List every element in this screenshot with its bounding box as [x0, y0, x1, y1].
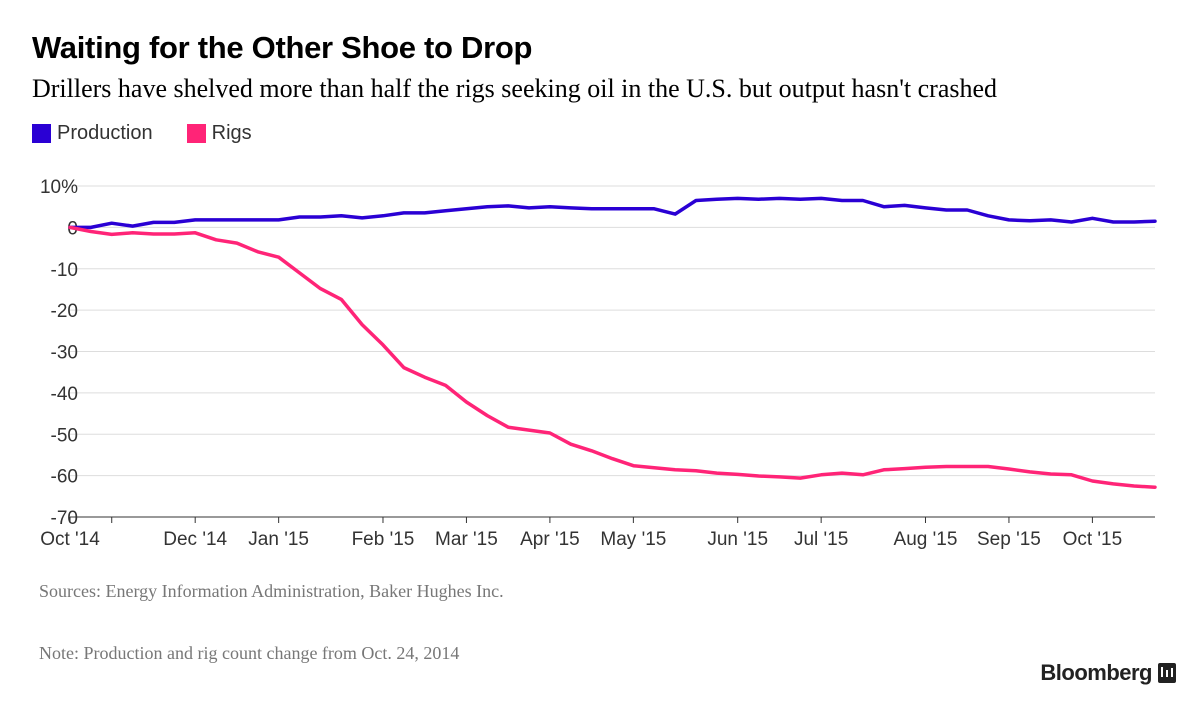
- gridlines: [70, 185, 1155, 477]
- series-lines: [68, 196, 1157, 489]
- legend-label-production: Production: [57, 122, 153, 144]
- footnote: Note: Production and rig count change fr…: [39, 643, 460, 663]
- y-tick-label: -30: [51, 343, 78, 364]
- legend: Production Rigs: [32, 122, 252, 145]
- bloomberg-terminal-icon: [1158, 663, 1176, 683]
- series-line-rigs: [68, 225, 1157, 489]
- x-tick-label: Mar '15: [435, 529, 498, 550]
- y-tick-label: -50: [51, 425, 78, 446]
- x-tick-label: Oct '14: [40, 529, 100, 550]
- y-tick-label: -70: [51, 508, 78, 529]
- x-tick-label: Dec '14: [163, 529, 227, 550]
- x-tick-label: Jul '15: [794, 529, 848, 550]
- y-tick-label: 10%: [40, 177, 78, 198]
- y-tick-label: -20: [51, 301, 78, 322]
- legend-swatch-rigs: [186, 124, 206, 143]
- chart-subtitle: Drillers have shelved more than half the…: [32, 74, 998, 103]
- x-tick-label: Aug '15: [894, 529, 958, 550]
- x-tick-label: Apr '15: [520, 529, 580, 550]
- x-tick-label: May '15: [600, 529, 666, 550]
- legend-label-rigs: Rigs: [211, 122, 252, 144]
- legend-item-production: Production: [32, 122, 153, 145]
- y-tick-label: -40: [51, 384, 78, 405]
- bloomberg-logo: Bloomberg: [1040, 660, 1176, 686]
- x-tick-label: Jan '15: [248, 529, 309, 550]
- legend-item-rigs: Rigs: [186, 122, 252, 145]
- x-axis: Oct '14 Dec '14 Jan '15 Feb '15 Mar '15 Apr '…: [40, 516, 1155, 550]
- legend-swatch-production: [32, 124, 51, 143]
- x-tick-label: Jun '15: [707, 529, 768, 550]
- y-axis: 10%0-10-20-30-40-50-60-70: [40, 177, 78, 529]
- y-tick-label: -60: [51, 467, 78, 488]
- y-tick-label: -10: [51, 260, 78, 281]
- chart-title: Waiting for the Other Shoe to Drop: [32, 30, 533, 65]
- x-tick-label: Feb '15: [352, 529, 415, 550]
- series-line-production: [68, 196, 1157, 230]
- source-note: Sources: Energy Information Administrati…: [39, 581, 504, 601]
- x-tick-label: Oct '15: [1063, 529, 1123, 550]
- brand-name: Bloomberg: [1040, 660, 1152, 685]
- x-tick-label: Sep '15: [977, 529, 1041, 550]
